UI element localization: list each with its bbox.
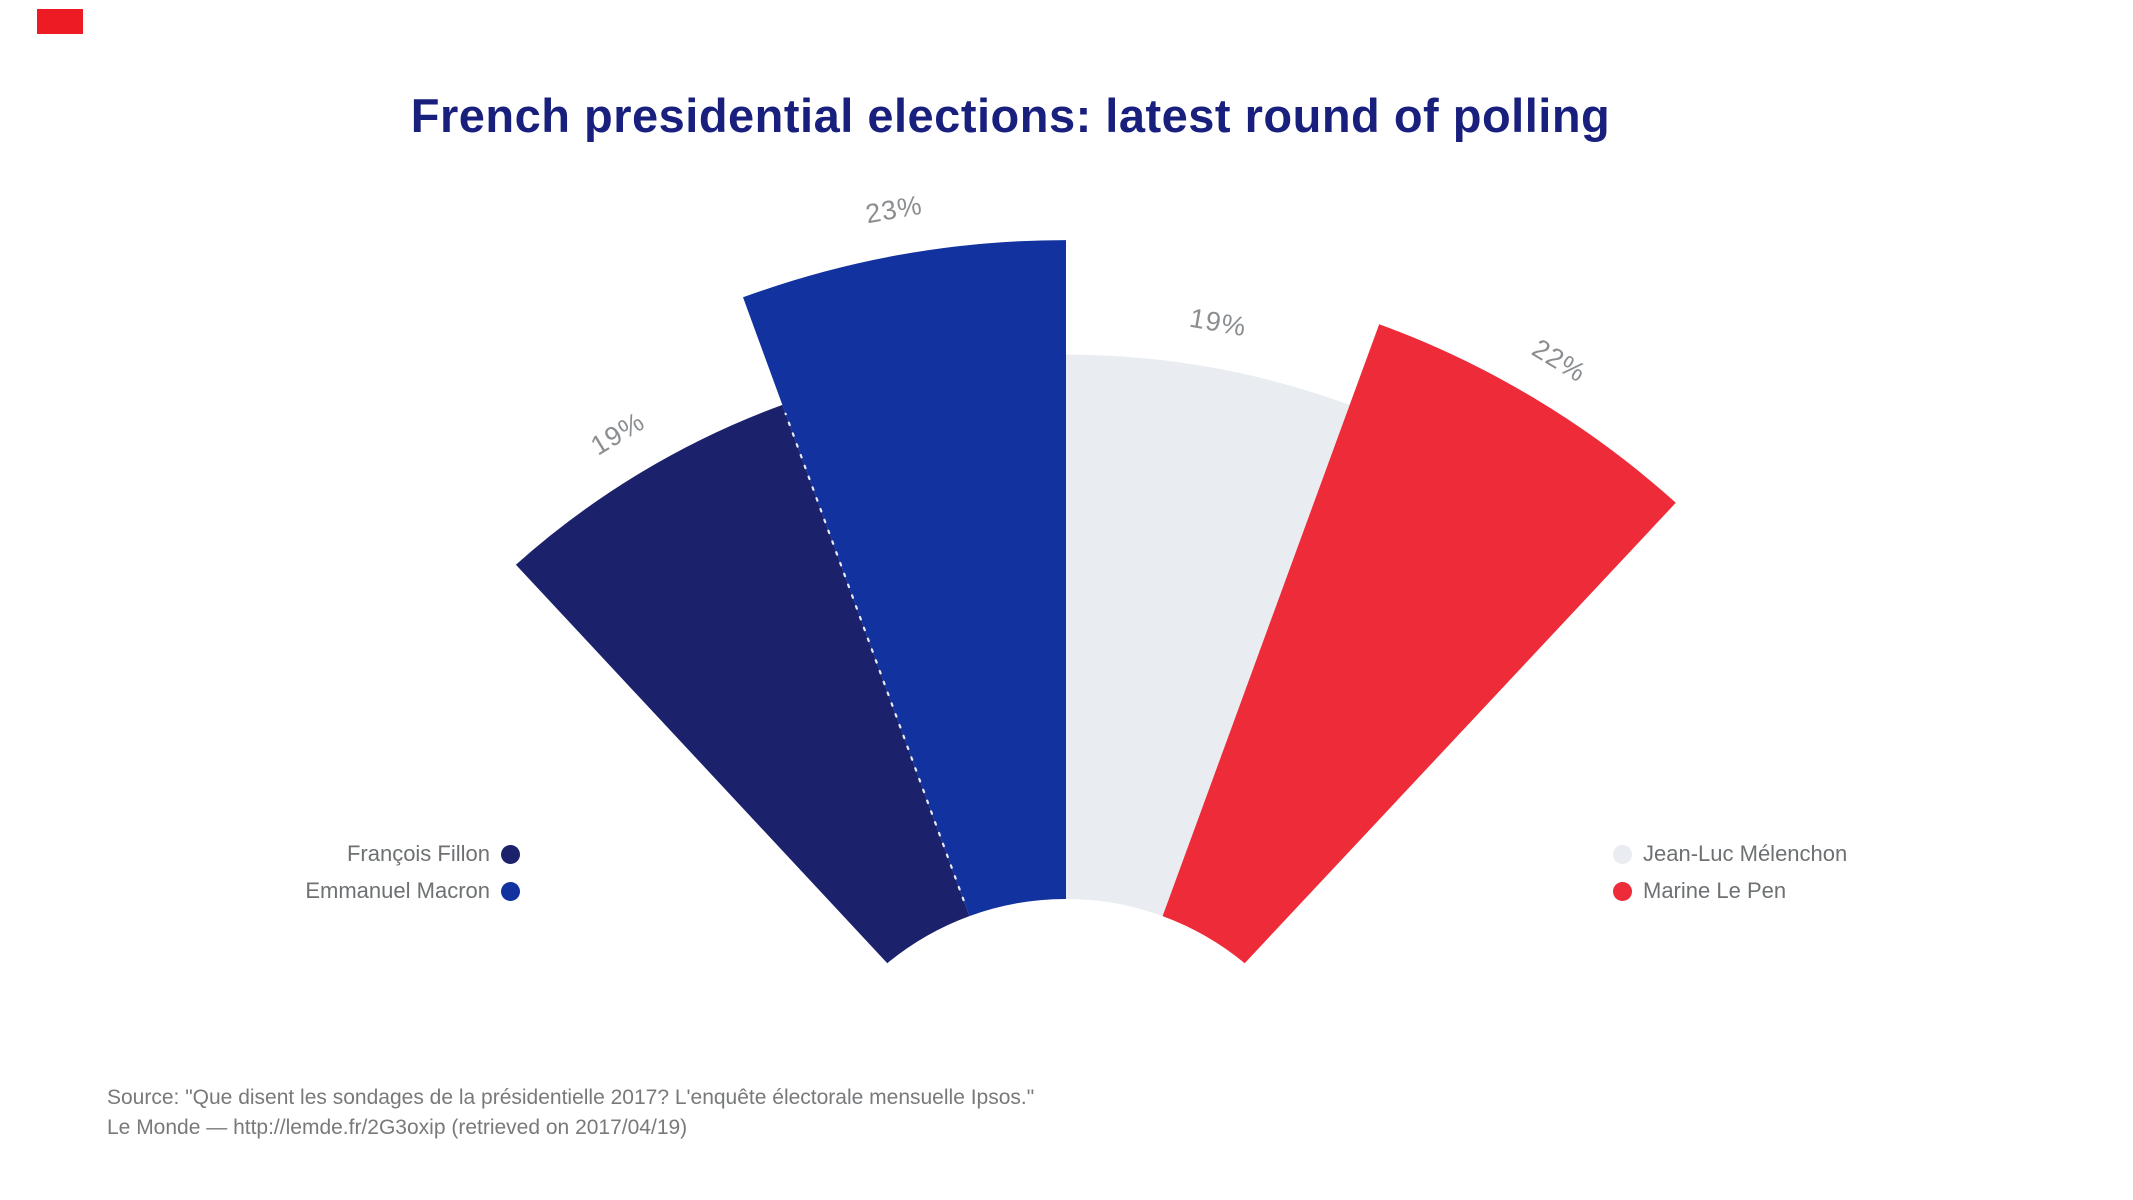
legend-left: François Fillon Emmanuel Macron (305, 841, 520, 916)
legend-label: Marine Le Pen (1643, 878, 1787, 903)
legend-item-fran-ois-fillon: François Fillon (305, 841, 520, 866)
legend-dot (501, 881, 520, 901)
legend-item-marine-le-pen: Marine Le Pen (1613, 878, 1847, 903)
source-line-1: Source: "Que disent les sondages de la p… (107, 1086, 1035, 1109)
chart-title: French presidential elections: latest ro… (410, 89, 1611, 142)
legend-item-jean-luc-m-lenchon: Jean-Luc Mélenchon (1613, 841, 1848, 866)
wedge-francois-fillon (515, 404, 970, 964)
legend-dot (1613, 881, 1632, 901)
source-line-2: Le Monde — http://lemde.fr/2G3oxip (retr… (107, 1116, 688, 1139)
legend-dot (501, 844, 520, 864)
wedge-jean-luc-melenchon (1066, 354, 1350, 917)
legend-label: Emmanuel Macron (305, 878, 490, 903)
legend-item-emmanuel-macron: Emmanuel Macron (305, 878, 520, 903)
red-square-marker (37, 9, 83, 34)
legend-dot (1613, 844, 1632, 864)
legend-label: François Fillon (346, 841, 490, 866)
legend-right: Jean-Luc Mélenchon Marine Le Pen (1613, 841, 1848, 916)
wedge-marine-le-pen (1162, 324, 1676, 964)
wedge-emmanuel-macron (743, 240, 1066, 917)
source-note: Source: "Que disent les sondages de la p… (107, 1083, 1034, 1143)
legend-label: Jean-Luc Mélenchon (1643, 841, 1848, 866)
